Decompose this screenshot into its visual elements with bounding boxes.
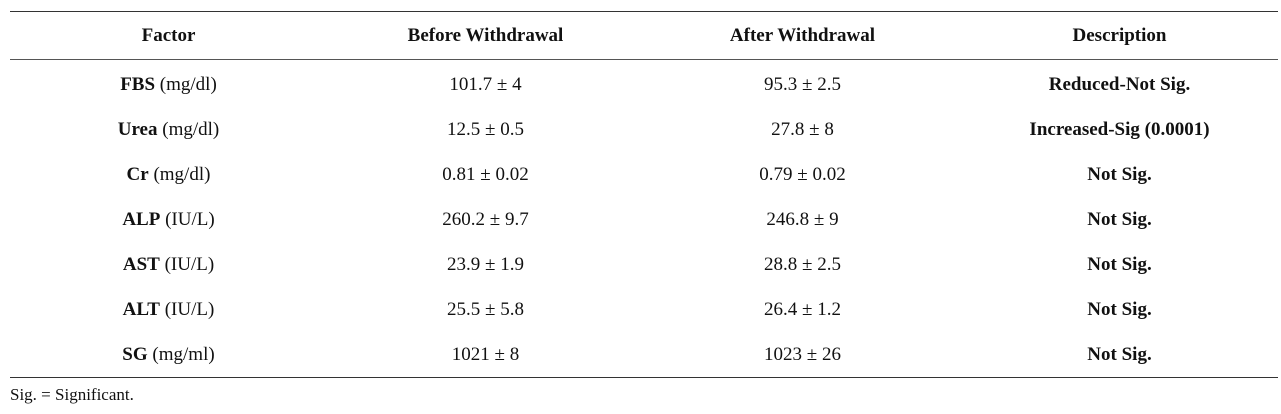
table-row: Cr (mg/dl) 0.81 ± 0.02 0.79 ± 0.02 Not S… [10, 152, 1278, 197]
description-cell: Increased-Sig (0.0001) [1029, 118, 1210, 140]
description-cell: Not Sig. [1087, 163, 1152, 185]
header-before-withdrawal: Before Withdrawal [407, 24, 564, 46]
factor-abbr: FBS [120, 73, 156, 95]
table-footnote: Sig. = Significant. [10, 385, 134, 404]
factor-abbr: SG [122, 343, 148, 365]
description-cell: Not Sig. [1087, 298, 1152, 320]
before-cell: 1021 ± 8 [451, 343, 520, 365]
before-cell: 25.5 ± 5.8 [447, 298, 524, 320]
factor-unit: (mg/dl) [148, 163, 211, 185]
after-cell: 28.8 ± 2.5 [764, 253, 841, 275]
factor-cell: Urea (mg/dl) [10, 107, 327, 152]
factor-cell: ALT (IU/L) [10, 287, 327, 332]
table-row: Urea (mg/dl) 12.5 ± 0.5 27.8 ± 8 Increas… [10, 107, 1278, 152]
table-header: Factor Before Withdrawal After Withdrawa… [10, 12, 1278, 59]
before-cell: 0.81 ± 0.02 [442, 163, 529, 185]
factor-abbr: Urea [117, 118, 158, 140]
header-row: Factor Before Withdrawal After Withdrawa… [10, 12, 1278, 59]
after-cell: 95.3 ± 2.5 [764, 73, 841, 95]
before-cell: 23.9 ± 1.9 [447, 253, 524, 275]
after-cell: 27.8 ± 8 [771, 118, 834, 140]
description-cell: Reduced-Not Sig. [1048, 73, 1191, 95]
factor-abbr: Cr [126, 163, 149, 185]
table-row: ALT (IU/L) 25.5 ± 5.8 26.4 ± 1.2 Not Sig… [10, 287, 1278, 332]
description-cell: Not Sig. [1087, 253, 1152, 275]
table-body: FBS (mg/dl) 101.7 ± 4 95.3 ± 2.5 Reduced… [10, 60, 1278, 377]
table-row: ALP (IU/L) 260.2 ± 9.7 246.8 ± 9 Not Sig… [10, 197, 1278, 242]
data-table: Factor Before Withdrawal After Withdrawa… [10, 11, 1278, 378]
description-cell: Not Sig. [1087, 208, 1152, 230]
results-table-body: FBS (mg/dl) 101.7 ± 4 95.3 ± 2.5 Reduced… [10, 60, 1278, 377]
description-cell: Not Sig. [1087, 343, 1152, 365]
factor-cell: AST (IU/L) [10, 242, 327, 287]
header-factor: Factor [141, 24, 196, 46]
table-row: AST (IU/L) 23.9 ± 1.9 28.8 ± 2.5 Not Sig… [10, 242, 1278, 287]
header-rule [10, 59, 1278, 60]
before-cell: 260.2 ± 9.7 [442, 208, 529, 230]
factor-cell: FBS (mg/dl) [10, 60, 327, 107]
table-row: FBS (mg/dl) 101.7 ± 4 95.3 ± 2.5 Reduced… [10, 60, 1278, 107]
after-cell: 0.79 ± 0.02 [759, 163, 846, 185]
factor-cell: Cr (mg/dl) [10, 152, 327, 197]
after-cell: 246.8 ± 9 [766, 208, 839, 230]
factor-abbr: ALP [122, 208, 161, 230]
bottom-rule [10, 377, 1278, 378]
factor-cell: SG (mg/ml) [10, 332, 327, 377]
header-description: Description [1072, 24, 1167, 46]
factor-abbr: AST [122, 253, 160, 275]
before-cell: 101.7 ± 4 [449, 73, 522, 95]
factor-abbr: ALT [122, 298, 160, 320]
factor-unit: (IU/L) [160, 208, 215, 230]
factor-unit: (mg/ml) [147, 343, 215, 365]
table-row: SG (mg/ml) 1021 ± 8 1023 ± 26 Not Sig. [10, 332, 1278, 377]
top-rule [10, 11, 1278, 12]
factor-unit: (mg/dl) [157, 118, 220, 140]
factor-cell: ALP (IU/L) [10, 197, 327, 242]
factor-unit: (IU/L) [159, 298, 215, 320]
factor-unit: (mg/dl) [155, 73, 217, 95]
after-cell: 1023 ± 26 [764, 343, 841, 365]
after-cell: 26.4 ± 1.2 [764, 298, 841, 320]
header-after-withdrawal: After Withdrawal [729, 24, 876, 46]
factor-unit: (IU/L) [159, 253, 215, 275]
before-cell: 12.5 ± 0.5 [447, 118, 524, 140]
results-table: Factor Before Withdrawal After Withdrawa… [10, 12, 1278, 59]
